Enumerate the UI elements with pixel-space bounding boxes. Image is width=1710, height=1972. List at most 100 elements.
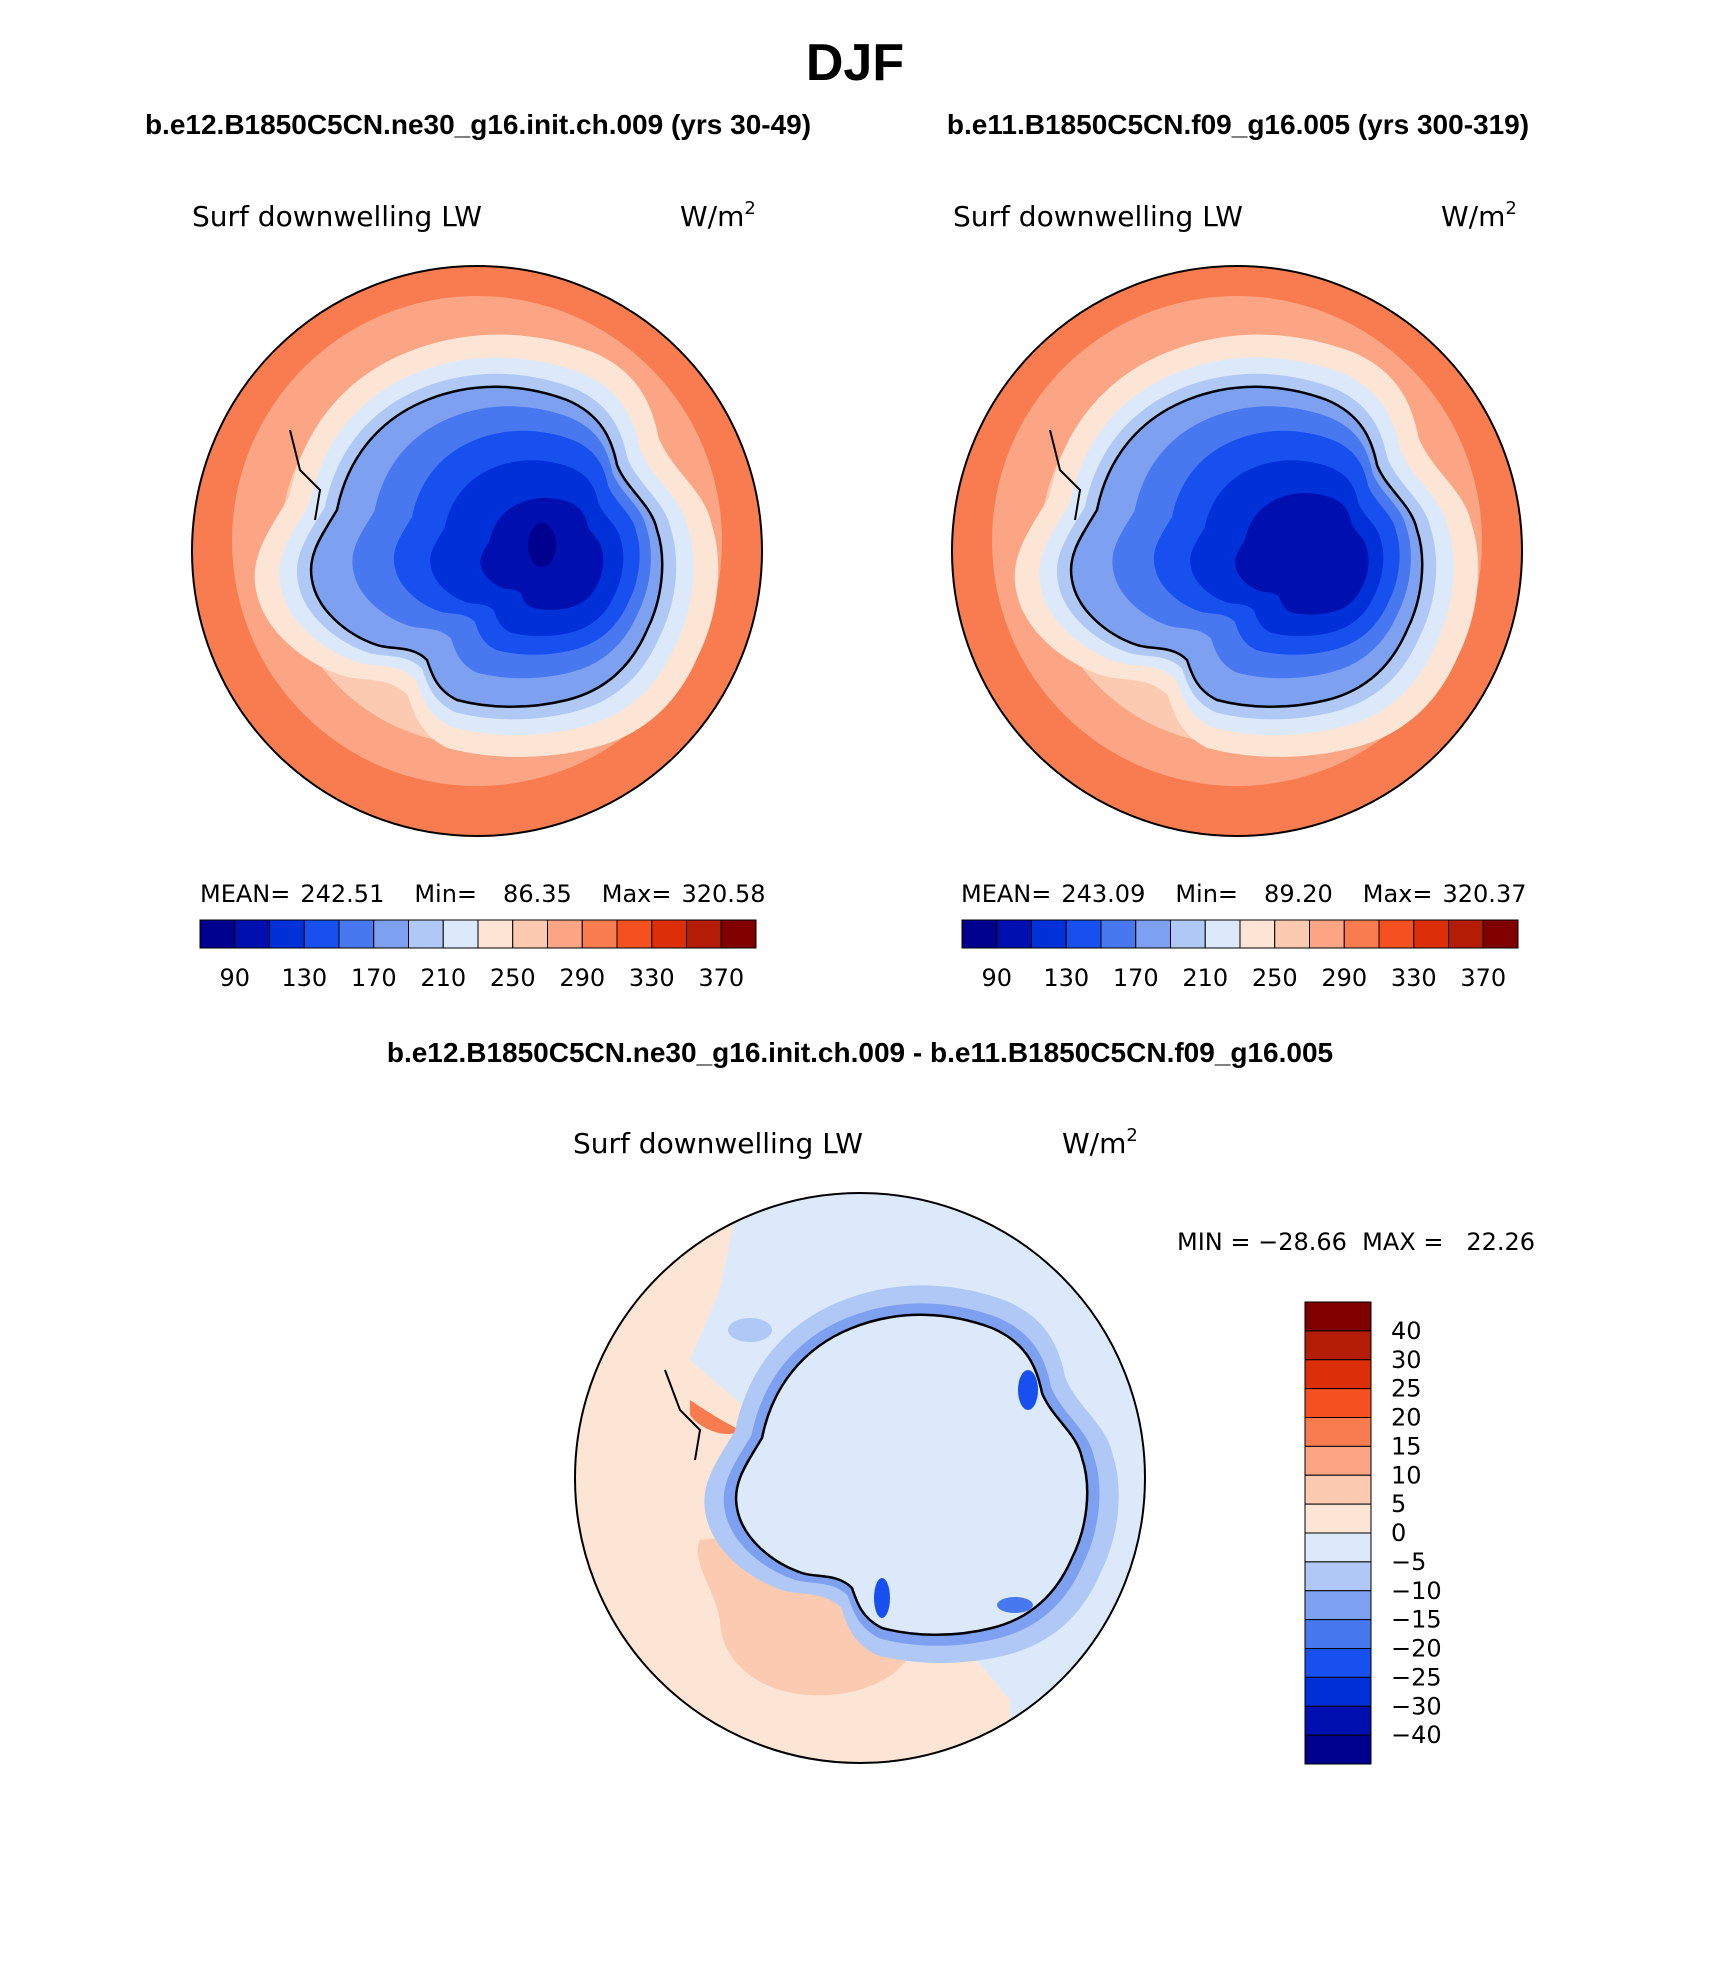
- left-panel: b.e12.B1850C5CN.ne30_g16.init.ch.009 (yr…: [145, 109, 811, 992]
- colorbar-tick-label: 5: [1391, 1490, 1406, 1518]
- colorbar-swatch: [1204, 919, 1241, 949]
- colorbar-swatch: [1304, 1676, 1372, 1707]
- right-stats: MEAN= 243.09 Min= 89.20 Max= 320.37: [961, 880, 1526, 908]
- difference-colorbar: [1304, 1301, 1372, 1765]
- colorbar-swatch: [961, 919, 998, 949]
- page-title: DJF: [806, 34, 904, 92]
- right-colorbar-ticks: 90 130 170 210 250 290 330 370: [981, 964, 1506, 992]
- difference-min-max: MIN = −28.66 MAX = 22.26: [1177, 1228, 1535, 1256]
- colorbar-tick-label: 210: [420, 964, 466, 992]
- colorbar-swatch: [547, 919, 583, 949]
- left-case-title: b.e12.B1850C5CN.ne30_g16.init.ch.009 (yr…: [145, 109, 811, 140]
- colorbar-tick-label: 330: [1391, 964, 1437, 992]
- colorbar-swatch: [1304, 1734, 1372, 1765]
- colorbar-swatch: [1031, 919, 1067, 949]
- colorbar-swatch: [512, 919, 548, 949]
- colorbar-swatch: [720, 919, 757, 949]
- right-colorbar: [961, 919, 1519, 949]
- colorbar-tick-label: −5: [1391, 1548, 1426, 1576]
- colorbar-swatch: [1304, 1705, 1372, 1736]
- colorbar-tick-label: 10: [1391, 1461, 1422, 1489]
- colorbar-tick-label: 25: [1391, 1375, 1422, 1403]
- colorbar-tick-label: −15: [1391, 1606, 1442, 1634]
- colorbar-tick-label: −30: [1391, 1692, 1442, 1720]
- colorbar-swatch: [996, 919, 1032, 949]
- colorbar-tick-label: −25: [1391, 1663, 1442, 1691]
- colorbar-swatch: [1135, 919, 1171, 949]
- left-map: [192, 266, 762, 836]
- right-map-border: [951, 265, 1523, 837]
- difference-map-border: [574, 1192, 1146, 1764]
- colorbar-tick-label: 170: [351, 964, 397, 992]
- colorbar-swatch: [373, 919, 409, 949]
- colorbar-swatch: [234, 919, 270, 949]
- colorbar-swatch: [1343, 919, 1380, 949]
- colorbar-tick-label: 370: [1460, 964, 1506, 992]
- colorbar-tick-label: −20: [1391, 1635, 1442, 1663]
- colorbar-tick-label: 90: [981, 964, 1012, 992]
- colorbar-swatch: [1304, 1590, 1372, 1621]
- colorbar-swatch: [1413, 919, 1449, 949]
- colorbar-swatch: [1378, 919, 1415, 949]
- colorbar-swatch: [1448, 919, 1484, 949]
- colorbar-tick-label: 250: [490, 964, 536, 992]
- colorbar-tick-label: 130: [1043, 964, 1089, 992]
- colorbar-tick-label: 250: [1252, 964, 1298, 992]
- right-units-label: W/m2: [1441, 198, 1517, 233]
- colorbar-swatch: [303, 919, 340, 949]
- colorbar-swatch: [1304, 1474, 1372, 1505]
- colorbar-swatch: [477, 919, 514, 949]
- colorbar-swatch: [1304, 1648, 1372, 1678]
- right-map: [952, 266, 1522, 836]
- colorbar-swatch: [1304, 1301, 1372, 1332]
- colorbar-tick-label: 170: [1113, 964, 1159, 992]
- colorbar-swatch: [408, 919, 444, 949]
- colorbar-swatch: [1309, 919, 1345, 949]
- colorbar-swatch: [1304, 1388, 1372, 1418]
- colorbar-swatch: [1482, 919, 1519, 949]
- difference-panel: b.e12.B1850C5CN.ne30_g16.init.ch.009 - b…: [387, 1037, 1535, 1765]
- colorbar-swatch: [1100, 919, 1137, 949]
- colorbar-swatch: [442, 919, 479, 949]
- colorbar-tick-label: 210: [1182, 964, 1228, 992]
- colorbar-swatch: [1304, 1417, 1372, 1447]
- colorbar-tick-label: 290: [559, 964, 605, 992]
- right-panel: b.e11.B1850C5CN.f09_g16.005 (yrs 300-319…: [947, 109, 1529, 992]
- colorbar-swatch: [1304, 1503, 1372, 1534]
- colorbar-swatch: [1274, 919, 1310, 949]
- colorbar-swatch: [651, 919, 687, 949]
- colorbar-tick-label: 15: [1391, 1432, 1422, 1460]
- colorbar-swatch: [1170, 919, 1206, 949]
- left-map-border: [191, 265, 763, 837]
- left-stats: MEAN= 242.51 Min= 86.35 Max= 320.58: [200, 880, 765, 908]
- colorbar-tick-label: 370: [698, 964, 744, 992]
- colorbar-swatch: [1239, 919, 1276, 949]
- difference-units-label: W/m2: [1062, 1125, 1138, 1160]
- colorbar-swatch: [1304, 1561, 1372, 1592]
- colorbar-swatch: [1304, 1445, 1372, 1476]
- colorbar-swatch: [199, 919, 236, 949]
- colorbar-tick-label: 330: [629, 964, 675, 992]
- colorbar-tick-label: −10: [1391, 1577, 1442, 1605]
- colorbar-swatch: [338, 919, 375, 949]
- colorbar-swatch: [686, 919, 722, 949]
- colorbar-swatch: [581, 919, 618, 949]
- difference-variable-label: Surf downwelling LW: [573, 1127, 863, 1160]
- difference-map: [575, 1193, 1145, 1763]
- colorbar-swatch: [1065, 919, 1102, 949]
- colorbar-swatch: [1304, 1359, 1372, 1390]
- left-colorbar: [199, 919, 757, 949]
- colorbar-swatch: [1304, 1532, 1372, 1563]
- colorbar-swatch: [616, 919, 653, 949]
- colorbar-tick-label: 0: [1391, 1519, 1406, 1547]
- colorbar-tick-label: 40: [1391, 1317, 1422, 1345]
- colorbar-tick-label: 130: [281, 964, 327, 992]
- colorbar-tick-label: 290: [1321, 964, 1367, 992]
- colorbar-swatch: [1304, 1619, 1372, 1649]
- left-variable-label: Surf downwelling LW: [192, 200, 482, 233]
- colorbar-swatch: [1304, 1330, 1372, 1361]
- colorbar-tick-label: 90: [219, 964, 250, 992]
- colorbar-tick-label: 20: [1391, 1404, 1422, 1432]
